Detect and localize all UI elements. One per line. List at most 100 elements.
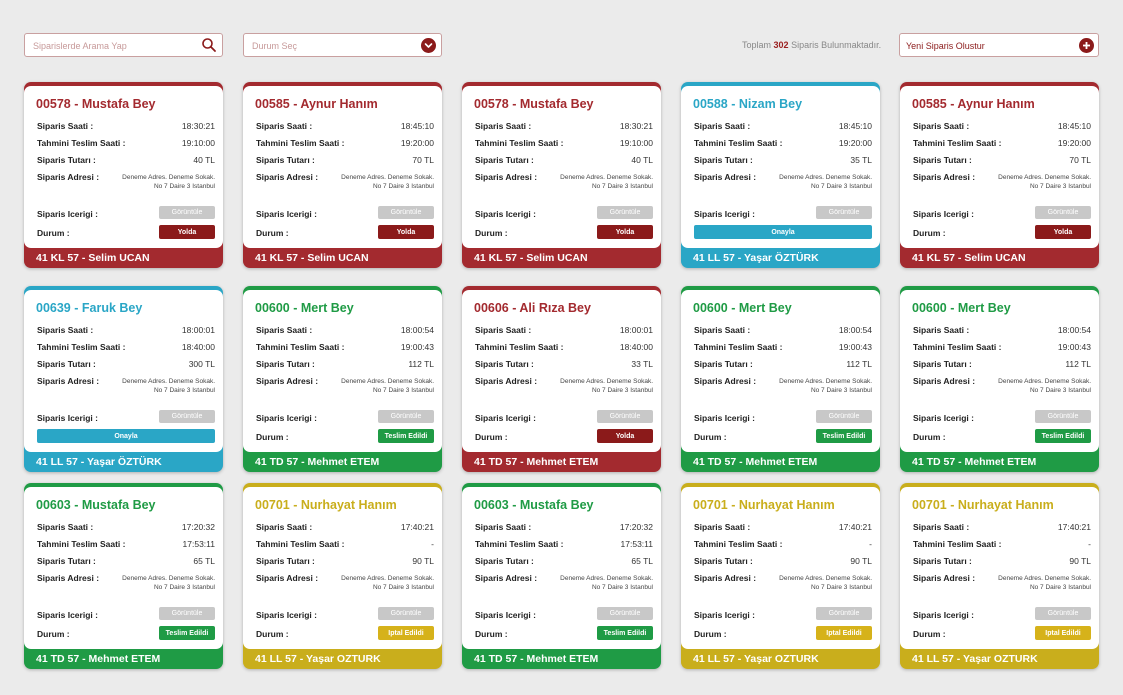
order-total-row: Siparis Tutarı : 70 TL [913, 155, 1091, 167]
view-content-button[interactable]: Görüntüle [1035, 607, 1091, 620]
order-title: 00603 - Mustafa Bey [36, 498, 156, 512]
order-total-row: Siparis Tutarı : 112 TL [694, 359, 872, 371]
status-button[interactable]: Onayla [694, 225, 872, 239]
status-button[interactable]: Teslim Edildi [378, 429, 434, 443]
order-content-label: Siparis Icerigi : [256, 209, 317, 219]
search-input[interactable] [33, 38, 193, 53]
status-button[interactable]: Yolda [1035, 225, 1091, 239]
est-delivery-label: Tahmini Teslim Saati : [37, 342, 126, 352]
order-address-row: Siparis Adresi : [37, 573, 215, 585]
view-content-button[interactable]: Görüntüle [378, 607, 434, 620]
order-total-row: Siparis Tutarı : 35 TL [694, 155, 872, 167]
est-delivery-value: 19:20:00 [400, 138, 434, 148]
order-address-label: Siparis Adresi : [37, 573, 100, 583]
status-button[interactable]: Onayla [37, 429, 215, 443]
order-time-row: Siparis Saati : 17:20:32 [475, 522, 653, 534]
courier-info: 41 TD 57 - Mehmet ETEM [693, 456, 818, 468]
order-address-label: Siparis Adresi : [694, 376, 757, 386]
view-content-button[interactable]: Görüntüle [159, 607, 215, 620]
order-address-row: Siparis Adresi : [256, 376, 434, 388]
courier-info: 41 TD 57 - Mehmet ETEM [474, 653, 599, 665]
plus-icon[interactable] [1079, 38, 1094, 53]
search-box[interactable] [24, 33, 223, 57]
order-title: 00600 - Mert Bey [912, 301, 1011, 315]
status-label: Durum : [913, 629, 946, 639]
courier-info: 41 LL 57 - Yaşar OZTURK [693, 653, 819, 665]
status-button[interactable]: Yolda [159, 225, 215, 239]
view-content-button[interactable]: Görüntüle [816, 206, 872, 219]
order-card[interactable]: 00585 - Aynur Hanım Siparis Saati : 18:4… [243, 82, 442, 268]
view-content-button[interactable]: Görüntüle [378, 206, 434, 219]
status-row: Durum : [256, 432, 434, 444]
view-content-button[interactable]: Görüntüle [816, 410, 872, 423]
est-delivery-label: Tahmini Teslim Saati : [37, 138, 126, 148]
est-delivery-value: - [869, 539, 872, 549]
order-total-label: Siparis Tutarı : [694, 359, 753, 369]
status-label: Durum : [256, 228, 289, 238]
view-content-button[interactable]: Görüntüle [597, 607, 653, 620]
status-button[interactable]: Yolda [597, 429, 653, 443]
order-card[interactable]: 00578 - Mustafa Bey Siparis Saati : 18:3… [462, 82, 661, 268]
order-card[interactable]: 00600 - Mert Bey Siparis Saati : 18:00:5… [243, 286, 442, 472]
search-icon[interactable] [201, 37, 217, 53]
status-button[interactable]: Yolda [597, 225, 653, 239]
order-address-label: Siparis Adresi : [37, 376, 100, 386]
order-card[interactable]: 00600 - Mert Bey Siparis Saati : 18:00:5… [681, 286, 880, 472]
status-row: Durum : [37, 629, 215, 641]
order-content-row: Siparis Icerigi : [694, 209, 872, 221]
view-content-button[interactable]: Görüntüle [159, 206, 215, 219]
order-total-value: 70 TL [412, 155, 434, 165]
order-total-label: Siparis Tutarı : [475, 556, 534, 566]
order-card-body: 00701 - Nurhayat Hanım Siparis Saati : 1… [681, 487, 880, 649]
order-content-row: Siparis Icerigi : [256, 610, 434, 622]
view-content-button[interactable]: Görüntüle [378, 410, 434, 423]
order-total-label: Siparis Tutarı : [256, 155, 315, 165]
status-label: Durum : [256, 629, 289, 639]
status-label: Durum : [475, 629, 508, 639]
status-filter-select[interactable]: Durum Seç [243, 33, 442, 57]
order-title: 00585 - Aynur Hanım [912, 97, 1035, 111]
view-content-button[interactable]: Görüntüle [159, 410, 215, 423]
order-card[interactable]: 00701 - Nurhayat Hanım Siparis Saati : 1… [243, 483, 442, 669]
order-card[interactable]: 00701 - Nurhayat Hanım Siparis Saati : 1… [900, 483, 1099, 669]
order-card[interactable]: 00603 - Mustafa Bey Siparis Saati : 17:2… [24, 483, 223, 669]
order-total-label: Siparis Tutarı : [694, 155, 753, 165]
view-content-button[interactable]: Görüntüle [1035, 410, 1091, 423]
order-total-row: Siparis Tutarı : 90 TL [694, 556, 872, 568]
view-content-button[interactable]: Görüntüle [597, 410, 653, 423]
status-button[interactable]: Yolda [378, 225, 434, 239]
order-card[interactable]: 00585 - Aynur Hanım Siparis Saati : 18:4… [900, 82, 1099, 268]
order-title: 00701 - Nurhayat Hanım [912, 498, 1054, 512]
view-content-button[interactable]: Görüntüle [816, 607, 872, 620]
order-card[interactable]: 00606 - Ali Rıza Bey Siparis Saati : 18:… [462, 286, 661, 472]
status-button[interactable]: Teslim Edildi [159, 626, 215, 640]
order-card[interactable]: 00701 - Nurhayat Hanım Siparis Saati : 1… [681, 483, 880, 669]
order-time-label: Siparis Saati : [37, 325, 94, 335]
chevron-down-icon[interactable] [421, 38, 436, 53]
status-button[interactable]: Teslim Edildi [1035, 429, 1091, 443]
order-total-value: 112 TL [1065, 359, 1091, 369]
order-address-label: Siparis Adresi : [694, 573, 757, 583]
order-card[interactable]: 00603 - Mustafa Bey Siparis Saati : 17:2… [462, 483, 661, 669]
est-delivery-value: - [1088, 539, 1091, 549]
est-delivery-label: Tahmini Teslim Saati : [37, 539, 126, 549]
status-button[interactable]: Iptal Edildi [816, 626, 872, 640]
status-button[interactable]: Iptal Edildi [1035, 626, 1091, 640]
order-content-row: Siparis Icerigi : [913, 413, 1091, 425]
order-card[interactable]: 00600 - Mert Bey Siparis Saati : 18:00:5… [900, 286, 1099, 472]
view-content-button[interactable]: Görüntüle [1035, 206, 1091, 219]
status-button[interactable]: Iptal Edildi [378, 626, 434, 640]
status-button[interactable]: Teslim Edildi [597, 626, 653, 640]
order-content-row: Siparis Icerigi : [37, 413, 215, 425]
status-button[interactable]: Teslim Edildi [816, 429, 872, 443]
order-address-label: Siparis Adresi : [913, 376, 976, 386]
order-card[interactable]: 00578 - Mustafa Bey Siparis Saati : 18:3… [24, 82, 223, 268]
order-card[interactable]: 00639 - Faruk Bey Siparis Saati : 18:00:… [24, 286, 223, 472]
order-card[interactable]: 00588 - Nizam Bey Siparis Saati : 18:45:… [681, 82, 880, 268]
order-card-body: 00603 - Mustafa Bey Siparis Saati : 17:2… [24, 487, 223, 649]
est-delivery-row: Tahmini Teslim Saati : 19:10:00 [475, 138, 653, 150]
order-address-value: Deneme Adres. Deneme Sokak. No 7 Daire 3… [341, 378, 434, 394]
view-content-button[interactable]: Görüntüle [597, 206, 653, 219]
new-order-button[interactable]: Yeni Siparis Olustur [899, 33, 1099, 57]
status-filter-label: Durum Seç [252, 41, 298, 51]
